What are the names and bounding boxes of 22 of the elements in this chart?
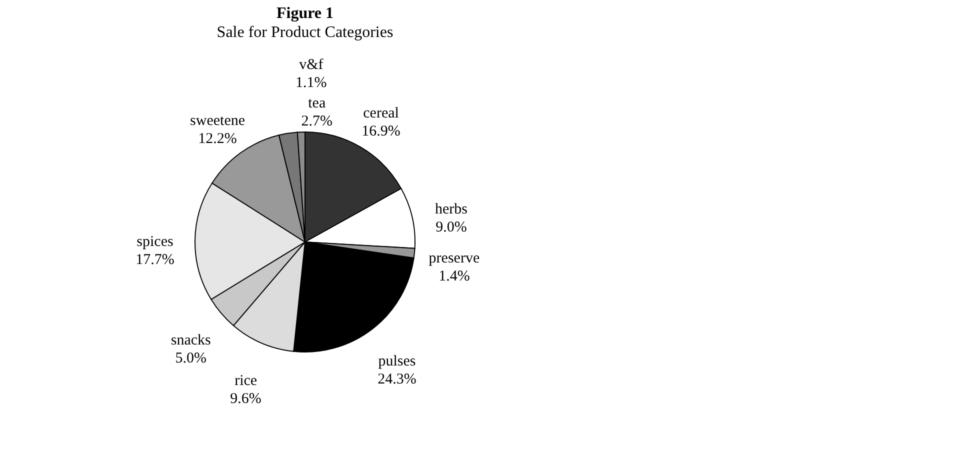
slice-label: cereal <box>363 106 399 122</box>
data-label: 16.9% <box>362 124 400 140</box>
data-label: 9.6% <box>230 390 262 407</box>
chart-title: Figure 1 <box>276 5 334 22</box>
data-label: 12.2% <box>198 131 237 148</box>
data-label: 9.0% <box>436 220 467 236</box>
slice-label: herbs <box>434 202 468 218</box>
data-label: 1.4% <box>438 268 470 284</box>
data-label: 1.1% <box>296 75 327 92</box>
slice-label: snacks <box>170 332 212 348</box>
data-label: 5.0% <box>175 350 206 366</box>
data-label: 17.7% <box>136 252 174 268</box>
data-label: 24.3% <box>378 371 416 388</box>
chart-subtitle: Sale for Product Categories <box>216 24 394 41</box>
slice-label: preserve <box>428 250 480 266</box>
slice-label: spices <box>136 234 174 250</box>
slice-label: tea <box>308 96 326 112</box>
slice-label: v&f <box>299 57 324 74</box>
data-label: 2.7% <box>301 114 332 130</box>
slice-label: sweetene <box>190 113 246 130</box>
slice-label: rice <box>234 372 258 389</box>
slice-label: pulses <box>378 353 416 370</box>
